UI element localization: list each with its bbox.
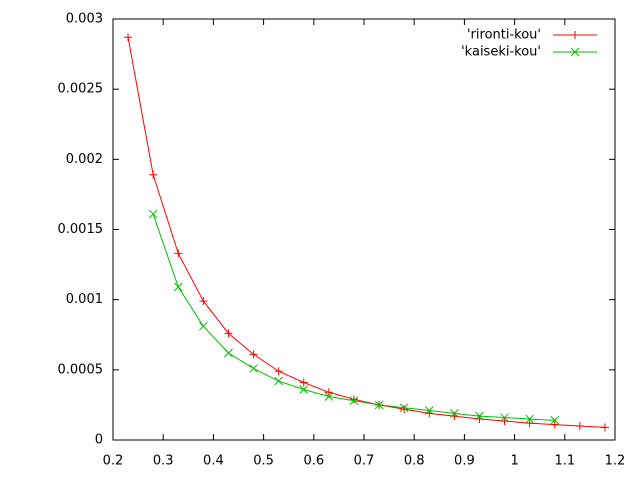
point — [550, 420, 559, 429]
marker-stroke — [500, 413, 509, 422]
y-tick-label: 0.0005 — [58, 362, 104, 377]
point — [475, 411, 484, 421]
x-tick-label: 0.9 — [454, 454, 475, 469]
point — [199, 297, 208, 306]
marker-stroke — [374, 400, 384, 410]
point — [575, 421, 584, 430]
point — [174, 249, 183, 258]
x-tick-label: 1 — [510, 454, 518, 469]
point — [525, 419, 534, 428]
point — [274, 367, 283, 376]
x-tick-label: 0.4 — [203, 454, 224, 469]
point — [500, 413, 509, 422]
series-line — [127, 37, 605, 428]
marker-stroke — [299, 385, 309, 394]
point — [349, 395, 358, 404]
marker-stroke — [148, 209, 158, 219]
y-tick-label: 0.002 — [66, 152, 103, 167]
point — [173, 282, 183, 292]
legend-label: 'kaiseki-kou' — [461, 45, 541, 60]
legend-label: 'rironti-kou' — [467, 28, 541, 43]
marker-stroke — [199, 321, 208, 331]
marker-stroke — [424, 406, 434, 415]
marker-stroke — [249, 364, 258, 373]
point — [525, 414, 535, 424]
point — [324, 388, 333, 397]
point — [149, 170, 158, 179]
series-line — [152, 213, 555, 421]
marker-stroke — [550, 415, 560, 425]
point — [199, 321, 208, 331]
x-tick-label: 0.8 — [404, 454, 425, 469]
point — [124, 33, 133, 42]
point — [374, 400, 384, 410]
marker-stroke — [525, 414, 535, 424]
y-tick-label: 0.0025 — [58, 82, 104, 97]
marker-stroke — [324, 392, 334, 401]
x-tick-label: 0.2 — [103, 454, 124, 469]
x-tick-label: 1.2 — [605, 454, 626, 469]
point — [600, 423, 609, 432]
marker-stroke — [173, 282, 183, 292]
point — [500, 417, 509, 426]
x-tick-label: 0.3 — [153, 454, 174, 469]
y-tick-label: 0.003 — [66, 12, 103, 27]
x-tick-label: 0.5 — [253, 454, 274, 469]
x-tick-label: 0.7 — [354, 454, 375, 469]
plot-border — [112, 18, 616, 441]
point — [550, 415, 560, 425]
marker-stroke — [475, 411, 484, 421]
point — [450, 408, 459, 418]
point — [224, 329, 233, 338]
legend-marker — [571, 31, 579, 39]
point — [400, 405, 409, 414]
point — [274, 376, 284, 386]
x-tick-label: 0.6 — [303, 454, 324, 469]
marker-stroke — [274, 376, 284, 386]
point — [324, 392, 334, 401]
point — [299, 385, 309, 394]
legend-marker — [570, 47, 580, 57]
point — [249, 364, 258, 373]
x-tick-label: 1.1 — [554, 454, 575, 469]
point — [399, 403, 409, 413]
point — [249, 350, 258, 359]
point — [148, 209, 158, 219]
point — [349, 396, 359, 406]
marker-stroke — [570, 47, 580, 57]
marker-stroke — [450, 408, 459, 418]
y-tick-label: 0 — [95, 433, 103, 448]
marker-stroke — [399, 403, 409, 413]
point — [224, 348, 233, 358]
point — [299, 378, 308, 387]
marker-stroke — [224, 348, 233, 358]
point — [424, 406, 434, 415]
marker-stroke — [349, 396, 359, 406]
y-tick-label: 0.001 — [66, 292, 103, 307]
y-tick-label: 0.0015 — [58, 222, 104, 237]
